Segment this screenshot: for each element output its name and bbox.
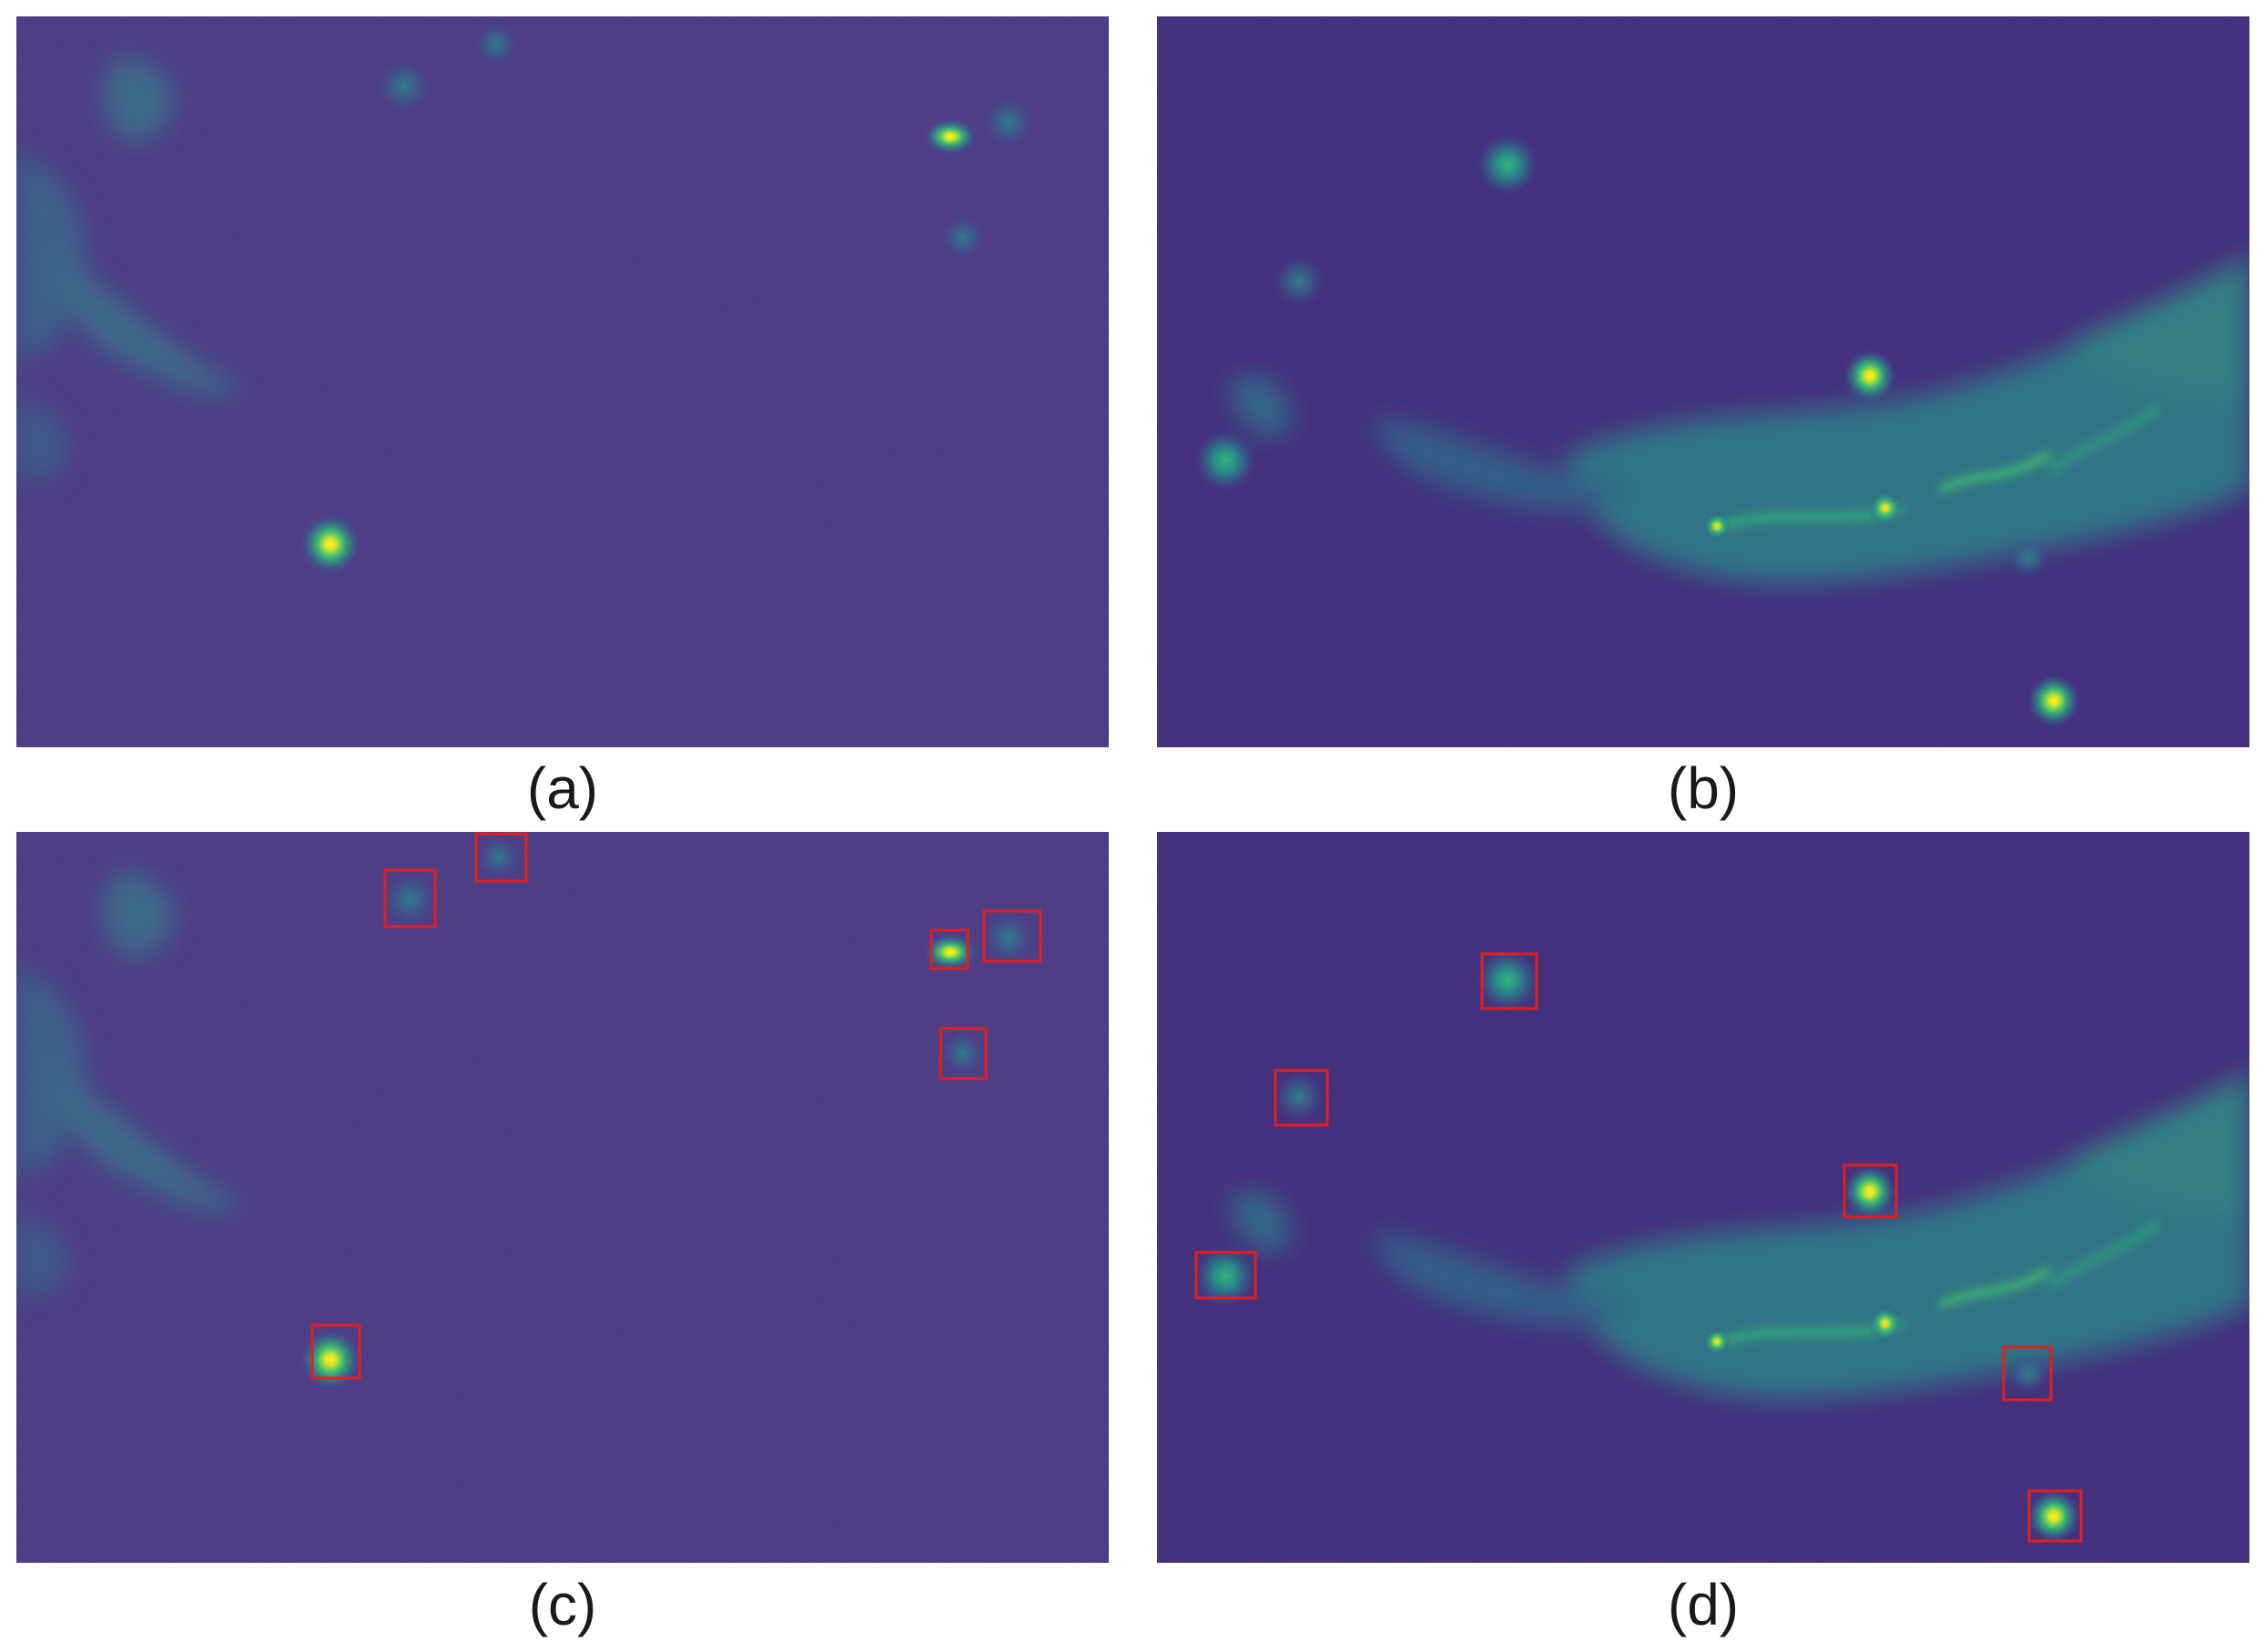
panel-c-star-faint xyxy=(983,912,1034,963)
panel-c-star-faint-4 xyxy=(941,1031,985,1075)
panel-a-star-faint-3 xyxy=(474,22,518,66)
panel-b-star-bright-2 xyxy=(2026,674,2081,728)
panel-d-knot xyxy=(1867,1305,1904,1342)
panel-b-star-faint xyxy=(1274,256,1325,307)
panel-d-knot-2 xyxy=(1702,1327,1731,1356)
panel-d-star-bright-2 xyxy=(2026,1489,2081,1544)
panel-c-star-bright-2 xyxy=(923,934,978,970)
panel-d-svg xyxy=(1157,832,2249,1563)
panel-c-detection-box xyxy=(982,909,1042,963)
panel-a-star-faint-4 xyxy=(941,216,985,259)
panel-a-star-bright-2 xyxy=(923,118,978,155)
panel-d-star-bright xyxy=(1843,1164,1897,1219)
panel-b-star-bright xyxy=(1843,349,1897,403)
panel-b-star-mid xyxy=(1477,134,1538,196)
panel-c-svg xyxy=(16,832,1109,1563)
panel-a-svg xyxy=(16,16,1109,747)
panel-b-knot xyxy=(1867,490,1904,526)
panel-a-image xyxy=(16,16,1109,747)
panel-c-detection-box xyxy=(929,928,970,970)
panel-b-star-mid-2 xyxy=(1194,430,1256,492)
panel-c-star-faint-3 xyxy=(477,836,521,879)
panel-d-star-faint xyxy=(1274,1071,1325,1122)
panel-c-detection-box xyxy=(474,832,528,883)
panel-b-nebula xyxy=(1230,253,2249,584)
panel-c-detection-box xyxy=(939,1027,988,1080)
caption-b: (b) xyxy=(1667,755,1740,821)
panel-d-detection-box xyxy=(1480,952,1538,1010)
panel-c-star-faint-2 xyxy=(382,872,437,927)
panel-d-detection-boxes xyxy=(1194,952,2083,1543)
panel-a-nebula xyxy=(16,53,244,481)
panel-b-svg xyxy=(1157,16,2249,747)
panel-d-star-faint-2 xyxy=(2008,1353,2048,1394)
panel-d-detection-box xyxy=(1274,1069,1329,1127)
panel-c-star-bright xyxy=(299,1329,361,1391)
panel-b-star-faint-2 xyxy=(2008,538,2048,578)
panel-b-knot-2 xyxy=(1702,512,1731,541)
panel-d-detection-box xyxy=(1194,1251,1257,1300)
panel-a-star-faint-2 xyxy=(377,59,431,114)
panel-d-nebula xyxy=(1230,1069,2249,1400)
caption-a: (a) xyxy=(526,755,599,821)
panel-c-detection-box xyxy=(310,1323,361,1380)
panel-d-star-mid xyxy=(1477,949,1538,1011)
panel-a-star-faint xyxy=(983,96,1034,147)
panel-c-image xyxy=(16,832,1109,1563)
panel-c-detection-boxes xyxy=(310,832,1042,1380)
panel-d-detection-box xyxy=(2027,1489,2083,1543)
panel-d-image xyxy=(1157,832,2249,1563)
panel-c-detection-box xyxy=(383,868,437,928)
panel-d-detection-box xyxy=(2002,1345,2053,1402)
caption-c: (c) xyxy=(528,1572,597,1637)
panel-d-detection-box xyxy=(1843,1163,1898,1219)
panel-a-star-bright xyxy=(299,513,361,575)
panel-d-star-mid-2 xyxy=(1194,1245,1256,1307)
panel-c-nebula xyxy=(16,868,244,1296)
caption-d: (d) xyxy=(1667,1572,1740,1637)
panel-b-image xyxy=(1157,16,2249,747)
